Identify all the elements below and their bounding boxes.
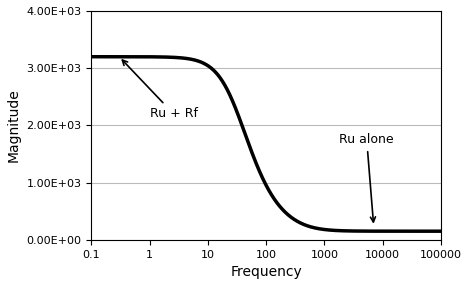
Y-axis label: Magnitude: Magnitude: [7, 88, 21, 162]
X-axis label: Frequency: Frequency: [230, 265, 302, 279]
Text: Ru alone: Ru alone: [340, 133, 394, 222]
Text: Ru + Rf: Ru + Rf: [122, 60, 197, 120]
